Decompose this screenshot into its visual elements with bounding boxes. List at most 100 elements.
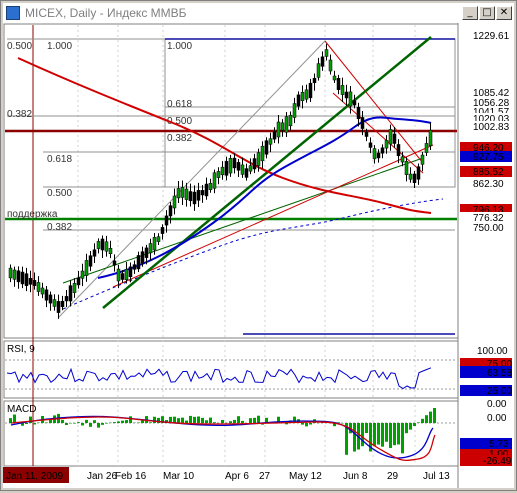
- candle: [257, 153, 260, 166]
- start-date-label: Jan 11, 2009: [6, 471, 64, 482]
- candle: [273, 132, 276, 139]
- candle: [85, 260, 88, 275]
- macd-bar: [305, 423, 308, 426]
- candle: [277, 122, 280, 137]
- time-label: Jan 26: [87, 471, 117, 482]
- candle: [169, 206, 172, 216]
- candle: [325, 50, 328, 57]
- macd-bar: [249, 418, 252, 423]
- candle: [365, 132, 368, 136]
- price-candles[interactable]: [9, 44, 432, 319]
- macd-bar: [233, 420, 236, 423]
- candle: [305, 90, 308, 99]
- candle: [165, 216, 168, 225]
- candle: [369, 143, 372, 148]
- macd-bar: [25, 423, 28, 424]
- macd-bar: [13, 415, 16, 423]
- candle: [133, 265, 136, 270]
- macd-bar: [377, 423, 380, 445]
- candle: [21, 272, 24, 284]
- macd-bar: [149, 422, 152, 423]
- candle: [137, 255, 140, 268]
- candle: [41, 288, 44, 294]
- macd-bar: [229, 421, 232, 423]
- macd-bar: [361, 423, 364, 446]
- candle: [73, 283, 76, 292]
- fib-label: 0.382: [7, 109, 32, 120]
- candle: [121, 273, 124, 279]
- candle: [397, 144, 400, 155]
- macd-bar: [65, 423, 68, 425]
- macd-bar: [33, 423, 36, 424]
- macd-bar: [129, 416, 132, 423]
- macd-bar: [309, 423, 312, 425]
- macd-label: MACD: [7, 404, 36, 415]
- candle: [317, 64, 320, 78]
- macd-bar: [101, 423, 104, 425]
- candle: [77, 278, 80, 285]
- close-button[interactable]: ✕: [496, 6, 512, 20]
- maximize-button[interactable]: □: [479, 6, 495, 20]
- rsi-axis-label: 25.00: [487, 386, 512, 397]
- rsi-indicator[interactable]: RSI, 9: [5, 344, 457, 389]
- macd-bar: [153, 417, 156, 423]
- window-title: MICEX, Daily - Индекс ММВБ: [25, 6, 187, 20]
- chart-area[interactable]: 0.500 1.000 1.000 0.382 0.618 0.500 0.38…: [3, 23, 514, 488]
- candle: [413, 174, 416, 183]
- macd-bar: [429, 412, 432, 423]
- candle: [285, 117, 288, 133]
- candle: [113, 261, 116, 265]
- candle: [65, 296, 68, 301]
- macd-axis-label: 0.00: [487, 413, 507, 424]
- macd-bar: [193, 417, 196, 423]
- fib-label: 0.618: [167, 99, 192, 110]
- price-tag: 862.30: [473, 179, 504, 190]
- macd-bar: [417, 422, 420, 423]
- fib-label: 0.618: [47, 154, 72, 165]
- candle: [385, 140, 388, 148]
- candle: [429, 130, 432, 146]
- rsi-axis: 100.00 75.00 63.58 25.00 0.00: [460, 346, 512, 410]
- rsi-axis-label: 0.00: [487, 399, 507, 410]
- candle: [157, 237, 160, 242]
- candle: [141, 252, 144, 263]
- macd-bar: [81, 423, 84, 425]
- candle: [393, 134, 396, 144]
- macd-bar: [113, 422, 116, 423]
- time-label: Apr 6: [225, 471, 249, 482]
- candle: [189, 191, 192, 200]
- price-tag: 885.52: [473, 167, 504, 178]
- candle: [409, 174, 412, 179]
- candle: [373, 149, 376, 159]
- candle: [281, 123, 284, 130]
- macd-bar: [241, 421, 244, 423]
- macd-indicator[interactable]: MACD: [5, 404, 457, 460]
- macd-bar: [237, 416, 240, 423]
- candle: [253, 159, 256, 169]
- candle: [337, 78, 340, 89]
- time-label: 29: [387, 471, 399, 482]
- rsi-axis-label: 63.58: [487, 368, 512, 379]
- time-label: Feb 16: [115, 471, 147, 482]
- candle: [341, 85, 344, 94]
- macd-axis: 0.00 5.73 1.00 -26.49: [460, 413, 512, 467]
- macd-bar: [45, 422, 48, 423]
- rsi-axis-label: 100.00: [477, 346, 508, 357]
- candle: [265, 141, 268, 155]
- candle: [313, 78, 316, 83]
- macd-bar: [77, 422, 80, 423]
- macd-bar: [85, 420, 88, 423]
- chart-svg[interactable]: 0.500 1.000 1.000 0.382 0.618 0.500 0.38…: [3, 23, 514, 488]
- candle: [69, 286, 72, 301]
- macd-bar: [93, 420, 96, 423]
- time-label: Jun 8: [343, 471, 368, 482]
- time-label: Mar 10: [163, 471, 195, 482]
- fib-label: 0.382: [167, 133, 192, 144]
- candle: [381, 148, 384, 153]
- macd-bar: [61, 420, 64, 423]
- title-bar[interactable]: MICEX, Daily - Индекс ММВБ _ □ ✕: [3, 3, 514, 23]
- candle: [205, 184, 208, 196]
- minimize-button[interactable]: _: [462, 6, 478, 20]
- candle: [193, 192, 196, 204]
